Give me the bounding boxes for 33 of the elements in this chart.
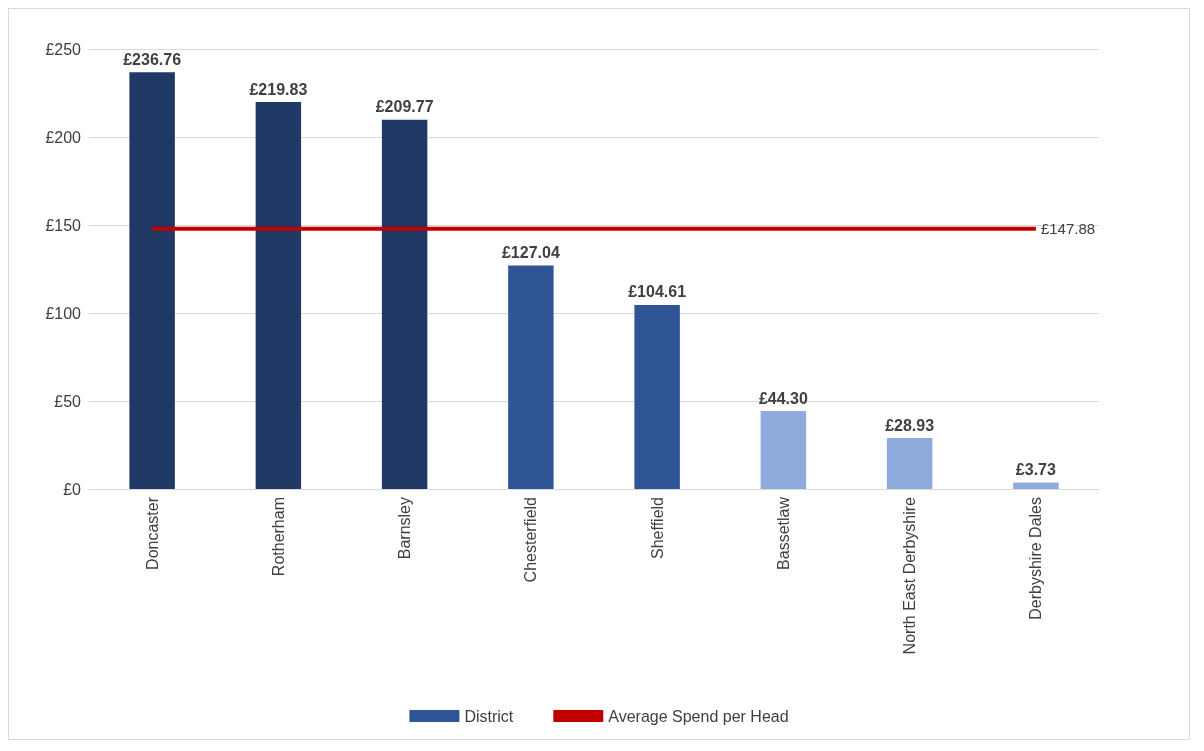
data-label: £127.04 [501, 243, 560, 261]
data-label: £28.93 [885, 416, 935, 434]
data-label: £219.83 [249, 80, 308, 98]
bar [634, 304, 680, 489]
bar [129, 72, 175, 489]
x-tick-label: Rotherham [269, 497, 287, 577]
data-label: £44.30 [758, 389, 808, 407]
y-tick-label: £0 [63, 480, 82, 498]
bar [886, 438, 933, 489]
bar [255, 102, 302, 489]
y-tick-label: £200 [45, 128, 82, 146]
data-label: £104.61 [628, 283, 687, 301]
y-tick-label: £150 [45, 216, 82, 234]
x-tick-label: Chesterfield [522, 497, 540, 583]
y-tick-label: £100 [45, 304, 82, 322]
bar [760, 411, 807, 489]
y-tick-label: £250 [45, 40, 82, 58]
x-tick-label: Derbyshire Dales [1027, 497, 1045, 620]
bar [508, 265, 554, 489]
data-label: £147.88 [1040, 220, 1096, 238]
data-label: £236.76 [123, 50, 182, 68]
bar [381, 119, 428, 489]
x-tick-label: North East Derbyshire [901, 496, 919, 655]
x-tick-label: Barnsley [396, 497, 414, 560]
legend-label: Average Spend per Head [608, 707, 789, 725]
bar [1013, 482, 1059, 489]
x-tick-label: Doncaster [143, 496, 161, 570]
data-label: £209.77 [375, 98, 434, 116]
x-tick-label: Bassetlaw [774, 496, 792, 570]
data-label: £3.73 [1015, 460, 1056, 478]
y-tick-label: £50 [54, 392, 82, 410]
x-tick-label: Sheffield [648, 497, 666, 559]
legend-label: District [464, 707, 514, 725]
